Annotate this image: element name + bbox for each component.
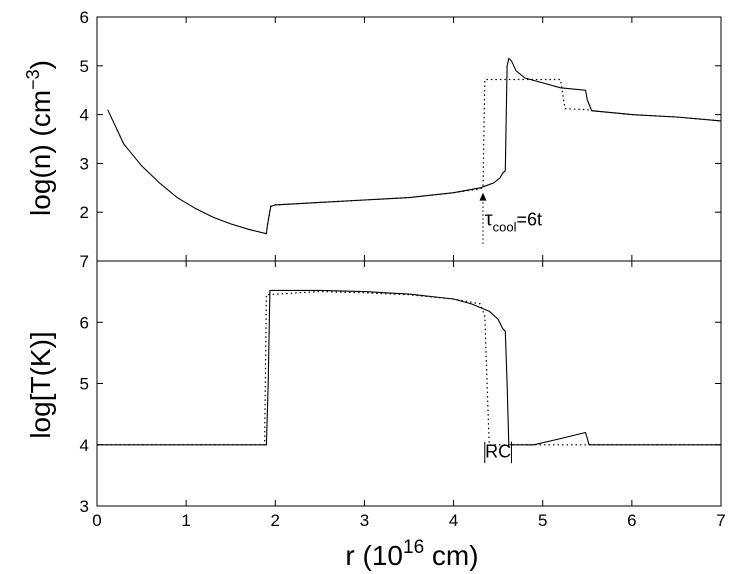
x-tick-label: 6 <box>627 511 636 530</box>
y-tick-label: 6 <box>80 8 89 27</box>
x-axis-title: r (1016 cm) <box>345 537 478 571</box>
panel-bottom-temperature: 3 4 5 6 7 0 1 2 3 4 5 6 7 <box>80 252 726 530</box>
y-axis-title-density: log(n) (cm−3) <box>23 60 56 216</box>
rc-label: RC <box>485 442 511 462</box>
tau-cool-label: τcool=6t <box>485 208 542 234</box>
plot-frame-temperature <box>96 260 722 507</box>
x-tick-label: 4 <box>449 511 458 530</box>
x-tick-label: 0 <box>92 511 101 530</box>
y-tick-label: 2 <box>80 203 89 222</box>
series-line-solid-density <box>107 57 722 235</box>
y-tick-label: 5 <box>80 57 89 76</box>
y-tick-label: 6 <box>80 313 89 332</box>
y-tick-label: 7 <box>80 252 89 271</box>
x-tick-label: 7 <box>716 511 725 530</box>
panel-top-density: 2 3 4 5 6 <box>80 8 722 262</box>
x-tick-label: 5 <box>538 511 547 530</box>
plot-frame-density <box>96 16 722 262</box>
x-tick-label: 2 <box>271 511 280 530</box>
y-tick-label: 3 <box>80 497 89 516</box>
series-line-solid-temperature <box>97 289 721 446</box>
x-tick-label: 3 <box>360 511 369 530</box>
x-tick-label: 1 <box>181 511 190 530</box>
tau-cool-arrow-head <box>479 192 487 201</box>
y-tick-label: 4 <box>80 436 89 455</box>
y-axis-title-temperature: log[T(K)] <box>25 331 56 438</box>
y-tick-label: 3 <box>80 154 89 173</box>
series-line-dotted-temperature <box>97 290 721 446</box>
series-line-dotted-density <box>265 78 722 234</box>
y-tick-label: 5 <box>80 375 89 394</box>
y-tick-label: 4 <box>80 106 89 125</box>
